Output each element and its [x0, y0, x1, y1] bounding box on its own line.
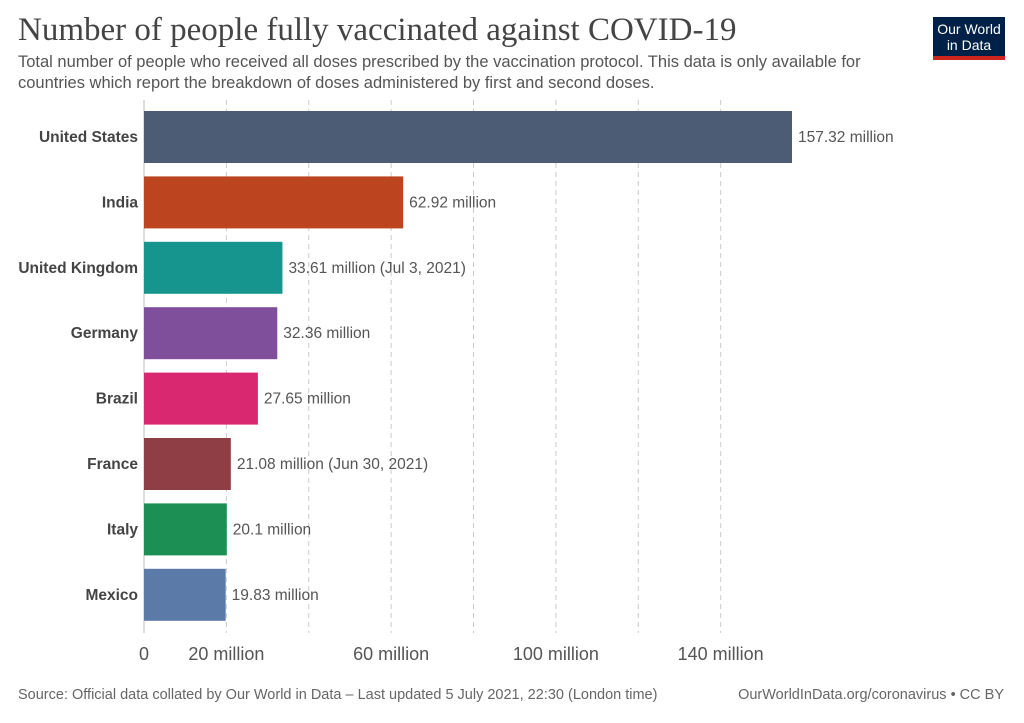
logo-line-1: Our World: [937, 21, 1001, 37]
source-note: Source: Official data collated by Our Wo…: [18, 687, 658, 703]
category-label: Italy: [107, 521, 138, 538]
bar[interactable]: [144, 372, 258, 425]
x-tick-label: 140 million: [678, 644, 764, 664]
x-tick-label: 20 million: [188, 644, 264, 664]
bar[interactable]: [144, 176, 404, 229]
value-label: 62.92 million: [409, 194, 496, 211]
category-label: France: [87, 456, 138, 473]
owid-logo[interactable]: Our World in Data: [933, 17, 1005, 60]
bar[interactable]: [144, 503, 227, 556]
x-tick-label: 0: [139, 644, 149, 664]
category-label: Mexico: [85, 587, 138, 604]
value-label: 33.61 million (Jul 3, 2021): [288, 260, 466, 277]
chart-title: Number of people fully vaccinated agains…: [18, 12, 737, 48]
value-label: 20.1 million: [233, 521, 311, 538]
category-label: United States: [39, 129, 138, 146]
bar[interactable]: [144, 111, 792, 163]
category-label: Germany: [71, 325, 139, 342]
source-link[interactable]: OurWorldInData.org/coronavirus • CC BY: [738, 687, 1004, 703]
value-label: 32.36 million: [283, 325, 370, 342]
value-label: 157.32 million: [798, 129, 894, 146]
bar-chart: United States 157.32 million India 62.92 mi…: [18, 100, 894, 664]
category-label: India: [102, 194, 139, 211]
chart-subtitle: Total number of people who received all …: [18, 53, 861, 92]
value-label: 21.08 million (Jun 30, 2021): [237, 456, 428, 473]
value-label: 19.83 million: [232, 587, 319, 604]
bar[interactable]: [144, 241, 283, 294]
x-tick-label: 100 million: [513, 644, 599, 664]
bar[interactable]: [144, 568, 226, 621]
logo-line-2: in Data: [946, 37, 992, 53]
category-label: Brazil: [96, 391, 138, 408]
x-tick-label: 60 million: [353, 644, 429, 664]
bar[interactable]: [144, 438, 231, 490]
bar[interactable]: [144, 307, 278, 360]
category-label: United Kingdom: [18, 260, 138, 277]
value-label: 27.65 million: [264, 391, 351, 408]
